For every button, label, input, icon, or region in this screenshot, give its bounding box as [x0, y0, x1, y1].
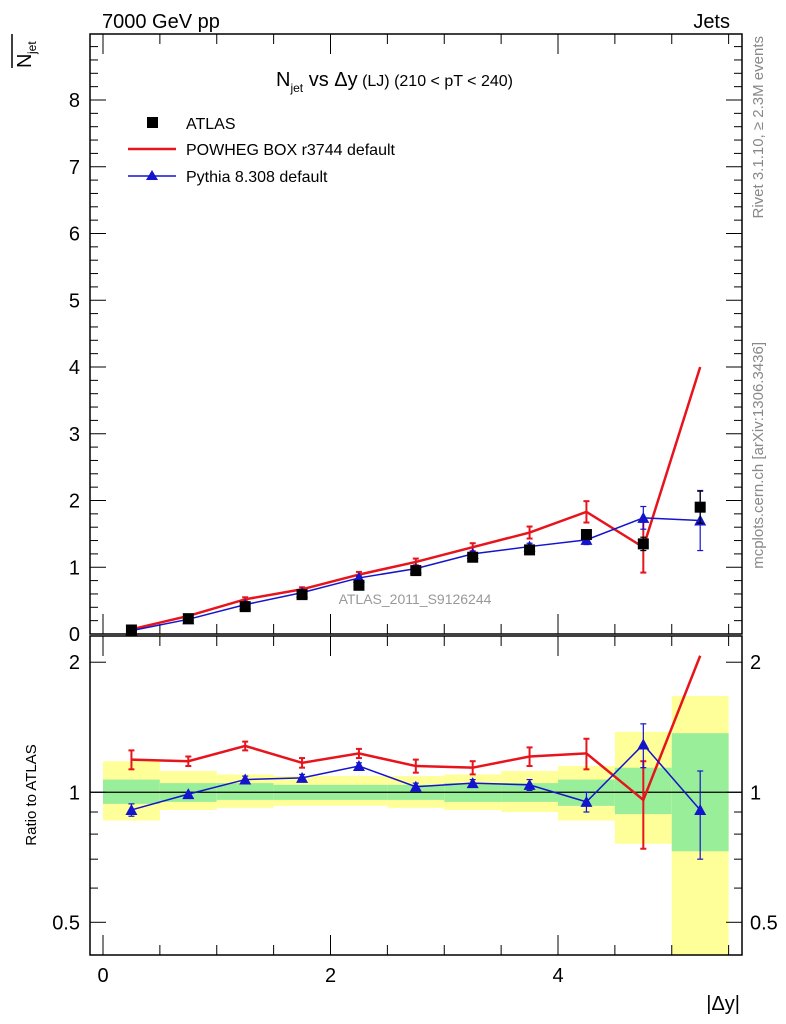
- main-atlas-point: [182, 613, 194, 625]
- process-label: Jets: [693, 11, 730, 33]
- ratio-pythia-point: [466, 777, 479, 789]
- ratio-ytick-label-right: 1: [750, 782, 761, 804]
- ratio-pythia-point: [523, 778, 536, 790]
- ratio-pythia-point: [580, 795, 593, 807]
- ratio-ytick-label-left: 1: [69, 782, 80, 804]
- main-atlas-point: [125, 624, 137, 636]
- band-green: [216, 783, 274, 800]
- main-ytick-label: 3: [69, 424, 80, 446]
- ratio-panel: 0 2 4 0.5 0.5 1 1 2 2: [52, 635, 778, 987]
- main-atlas-point: [353, 579, 365, 591]
- main-frame: [89, 33, 743, 635]
- main-ytick-label: 0: [69, 624, 80, 646]
- main-ylabel-n: N: [14, 54, 36, 68]
- ratio-pythia-point: [296, 771, 309, 783]
- analysis-label: ATLAS_2011_S9126244: [339, 591, 492, 607]
- title-cut: (LJ) (210 < pT < 240): [358, 73, 513, 90]
- ratio-ytick-label-left: 2: [69, 652, 80, 674]
- ratio-ytick-label-left: 0.5: [52, 912, 80, 934]
- legend-pythia-marker: [146, 170, 158, 180]
- legend-atlas-label: ATLAS: [186, 116, 236, 133]
- main-atlas-point: [694, 501, 706, 513]
- ratio-pythia-point: [409, 780, 422, 792]
- main-atlas-point: [637, 538, 649, 550]
- legend: ATLAS POWHEG BOX r3744 default Pythia 8.…: [128, 116, 396, 186]
- ratio-ylabel: Ratio to ATLAS: [23, 744, 40, 845]
- xlabel: |Δy|: [706, 993, 740, 1015]
- main-atlas-point: [467, 551, 479, 563]
- main-panel: 0 1 2 3 4 5 6 7 8: [69, 33, 743, 646]
- main-ytick-label: 7: [69, 157, 80, 179]
- main-pythia-point: [637, 511, 650, 523]
- main-atlas-point: [524, 544, 536, 556]
- title-sub: jet: [289, 81, 303, 95]
- legend-atlas-marker: [147, 117, 158, 128]
- ratio-bands: [103, 696, 729, 955]
- main-atlas-point: [296, 589, 308, 601]
- main-atlas-point: [580, 529, 592, 541]
- ratio-pythia-point: [239, 773, 252, 785]
- main-atlas-point: [410, 565, 422, 577]
- ratio-ytick-label-right: 0.5: [750, 912, 778, 934]
- main-ytick-label: 1: [69, 557, 80, 579]
- ratio-pythia-point: [352, 760, 365, 772]
- main-ylabel-sub: jet: [25, 41, 39, 55]
- energy-label: 7000 GeV pp: [102, 11, 220, 33]
- xtick-label: 0: [97, 965, 108, 987]
- plot-title: Njet vs Δy (LJ) (210 < pT < 240): [276, 69, 513, 95]
- title-vs: vs Δy: [303, 69, 357, 91]
- mcplots-label: mcplots.cern.ch [arXiv:1306.3436]: [750, 342, 767, 569]
- main-ytick-label: 4: [69, 357, 80, 379]
- ratio-ytick-label-right: 2: [750, 652, 761, 674]
- xtick-label: 4: [552, 965, 563, 987]
- main-ylabel: N jet: [11, 34, 39, 68]
- ratio-frame: [89, 635, 743, 956]
- main-ytick-label: 5: [69, 290, 80, 312]
- legend-pythia-label: Pythia 8.308 default: [186, 169, 328, 186]
- ratio-pythia-point: [125, 803, 138, 815]
- ratio-pythia-point: [694, 803, 707, 815]
- title-n: N: [276, 69, 290, 91]
- main-ytick-label: 6: [69, 224, 80, 246]
- rivet-label: Rivet 3.1.10, ≥ 2.3M events: [750, 36, 767, 219]
- ratio-pythia-point: [637, 738, 650, 750]
- main-powheg-line: [131, 366, 702, 631]
- legend-powheg-label: POWHEG BOX r3744 default: [186, 142, 396, 159]
- xtick-label: 2: [325, 965, 336, 987]
- main-ytick-label: 8: [69, 90, 80, 112]
- ratio-pythia-point: [182, 788, 195, 800]
- main-ytick-label: 2: [69, 491, 80, 513]
- main-atlas-point: [239, 601, 251, 613]
